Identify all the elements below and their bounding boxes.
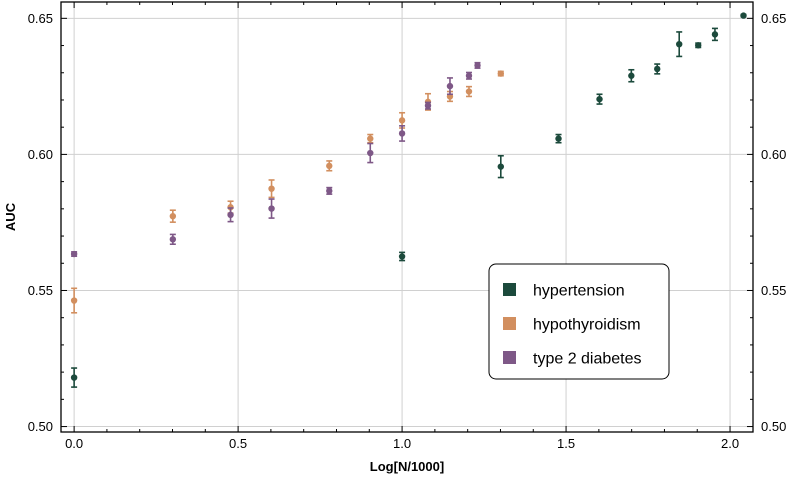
data-point bbox=[326, 187, 333, 195]
series-type-2-diabetes bbox=[70, 61, 481, 258]
x-axis-label: Log[N/1000] bbox=[370, 459, 444, 474]
x-tick-label: 1.5 bbox=[557, 436, 575, 451]
y-tick-label-left: 0.65 bbox=[28, 11, 53, 26]
data-point bbox=[70, 250, 78, 258]
y-tick-label-left: 0.50 bbox=[28, 419, 53, 434]
legend: hypertension hypothyroidism type 2 diabete… bbox=[488, 263, 670, 380]
y-tick-label-right: 0.60 bbox=[761, 147, 786, 162]
data-point bbox=[169, 236, 177, 243]
data-point bbox=[398, 130, 406, 137]
data-point bbox=[676, 40, 683, 48]
y-tick-label-right: 0.65 bbox=[761, 11, 786, 26]
data-point bbox=[740, 12, 747, 19]
data-point bbox=[367, 149, 374, 157]
x-tick-label: 2.0 bbox=[721, 436, 739, 451]
data-point bbox=[398, 253, 406, 260]
data-point bbox=[596, 95, 603, 103]
y-tick-label-right: 0.50 bbox=[761, 419, 786, 434]
y-tick-label-left: 0.55 bbox=[28, 283, 53, 298]
series-hypothyroidism bbox=[70, 70, 504, 314]
legend-label: hypertension bbox=[533, 283, 625, 300]
legend-frame bbox=[488, 263, 670, 380]
data-point bbox=[326, 162, 333, 170]
data-point bbox=[367, 135, 374, 142]
data-point bbox=[446, 82, 454, 90]
data-point bbox=[424, 102, 432, 109]
data-point bbox=[227, 211, 234, 219]
data-point bbox=[654, 65, 661, 73]
y-tick-label-right: 0.55 bbox=[761, 283, 786, 298]
legend-swatch bbox=[503, 351, 516, 364]
data-point bbox=[398, 117, 406, 124]
data-point bbox=[695, 42, 702, 49]
data-series bbox=[70, 12, 747, 388]
plot-frame bbox=[60, 1, 754, 433]
series-hypertension bbox=[70, 12, 747, 388]
data-point bbox=[474, 62, 481, 69]
legend-label: hypothyroidism bbox=[533, 317, 641, 334]
x-tick-label: 1.0 bbox=[393, 436, 411, 451]
legend-swatch bbox=[503, 317, 516, 330]
y-tick-label-left: 0.60 bbox=[28, 147, 53, 162]
data-point bbox=[70, 374, 78, 381]
data-point bbox=[268, 185, 275, 192]
x-tick-label: 0.5 bbox=[229, 436, 247, 451]
data-point bbox=[465, 88, 473, 95]
grid-lines bbox=[61, 2, 753, 432]
axis-ticks: 0.0 0.5 1.0 1.5 2.0 0.50 0.50 0.55 0.55 0.60 0.60 0… bbox=[28, 2, 786, 451]
data-point bbox=[70, 297, 78, 304]
legend-label: type 2 diabetes bbox=[533, 351, 642, 368]
legend-swatch bbox=[503, 283, 516, 296]
data-point bbox=[169, 212, 177, 220]
data-point bbox=[268, 205, 275, 212]
data-point bbox=[555, 135, 562, 142]
x-tick-label: 0.0 bbox=[65, 436, 83, 451]
data-point bbox=[711, 31, 719, 38]
data-point bbox=[497, 70, 504, 77]
data-point bbox=[628, 72, 635, 79]
data-point bbox=[465, 72, 473, 79]
data-point bbox=[497, 163, 504, 170]
y-axis-label: AUC bbox=[3, 202, 18, 231]
